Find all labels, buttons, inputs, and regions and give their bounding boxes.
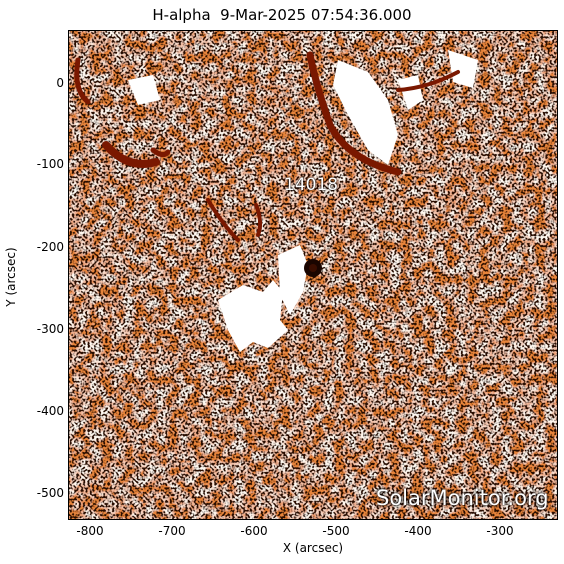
y-tick-label: 0 [56,76,64,90]
y-tick-label: -500 [36,486,64,500]
x-tick-label: -600 [240,524,268,538]
x-axis-label: X (arcsec) [282,541,344,555]
h-alpha-image [68,30,558,520]
image-title: H-alpha 9-Mar-2025 07:54:36.000 [152,6,412,24]
y-tick-label: -400 [36,404,64,418]
x-tick-label: -800 [76,524,104,538]
dark-filaments [74,51,460,242]
x-tick-label: -400 [404,524,432,538]
x-tick-label: -500 [322,524,350,538]
x-tick-label: -700 [158,524,186,538]
bright-plage [128,50,478,352]
y-axis-label: Y (arcsec) [4,247,18,307]
y-tick-label: -100 [36,157,64,171]
x-tick-label: -300 [486,524,514,538]
active-region-label: 14018 [284,175,339,195]
y-tick-label: -300 [36,322,64,336]
y-tick-label: -200 [36,240,64,254]
watermark: SolarMonitor.org [376,486,549,510]
